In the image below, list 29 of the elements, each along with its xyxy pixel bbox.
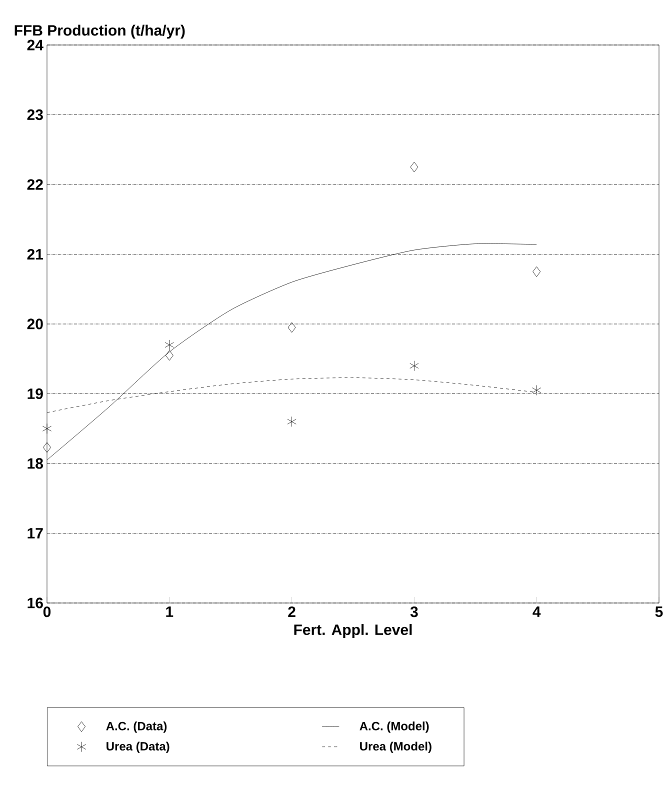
y-tick-label: 18 [28, 458, 43, 469]
legend-label: A.C. (Data) [106, 722, 167, 733]
y-tick-label: 20 [27, 318, 43, 330]
y-tick-label: 16 [28, 598, 43, 608]
point [288, 322, 296, 333]
x-tick-label: 2 [288, 606, 296, 618]
point [410, 360, 419, 372]
y-tick-label: 17 [28, 528, 43, 538]
x-tick-label: 0 [43, 606, 51, 618]
y-tick-label: 23 [27, 109, 43, 120]
y-tick-label: 24 [27, 40, 44, 50]
point [42, 423, 52, 434]
point [410, 162, 418, 172]
y-tick-label: 21 [27, 249, 44, 260]
point [532, 385, 542, 396]
x-tick-label: 5 [655, 606, 663, 617]
y-tick-label: 22 [27, 179, 43, 190]
point [532, 266, 541, 277]
x-axis-title: Fert. Appl. Level [294, 624, 412, 638]
legend-label: A.C. (Model) [360, 722, 429, 733]
y-tick-label: 19 [28, 388, 43, 400]
legend-label: Urea (Model) [360, 742, 432, 753]
x-tick-label: 3 [410, 606, 418, 618]
legend-label: Urea (Data) [106, 742, 170, 753]
y-axis-title: FFB Production (t/ha/yr) [14, 24, 185, 39]
point [287, 416, 296, 427]
point [43, 442, 51, 453]
x-tick-label: 1 [166, 606, 174, 617]
x-tick-label: 4 [532, 606, 541, 617]
